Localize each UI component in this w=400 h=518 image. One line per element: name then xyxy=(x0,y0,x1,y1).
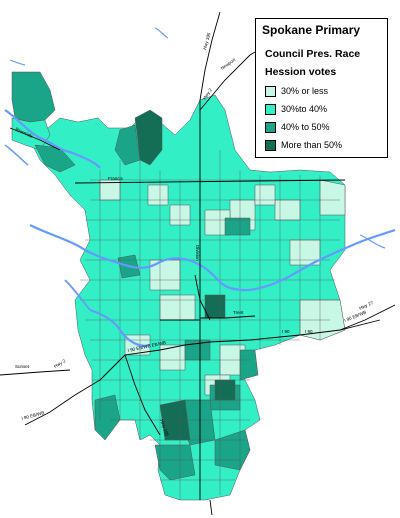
legend-swatch xyxy=(265,104,276,115)
label-i90-a: I 90 xyxy=(282,329,290,334)
label-division: Division xyxy=(195,245,200,261)
label-i90-b: I 90 xyxy=(305,329,313,334)
map-legend: Spokane Primary Council Pres. Race Hessi… xyxy=(255,18,388,158)
light-region-1 xyxy=(147,184,169,206)
label-hwy-east: Hwy 27 xyxy=(358,300,374,311)
label-hwy2: Hwy 2 xyxy=(202,87,214,101)
road-south xyxy=(209,499,213,516)
road-riverside xyxy=(9,127,61,151)
label-trent: Trent xyxy=(233,310,244,315)
legend-swatch xyxy=(265,122,276,133)
legend-subtitle: Council Pres. Race xyxy=(265,48,361,60)
road-i90-west xyxy=(24,354,126,426)
light-region-7 xyxy=(319,179,346,216)
mid-region-9 xyxy=(239,349,259,381)
mid-region-3 xyxy=(184,339,211,361)
n-region-more-50 xyxy=(134,109,163,166)
label-i90-west: I 90 EB/WB xyxy=(21,410,45,421)
label-sunset: Sunset xyxy=(15,364,30,369)
dark-region-2 xyxy=(204,294,226,319)
legend-item-label: More than 50% xyxy=(281,140,343,150)
nw-region-40-50 xyxy=(11,71,56,123)
road-east xyxy=(339,304,396,331)
road-north-extra xyxy=(194,274,211,321)
mid-region-2 xyxy=(224,217,251,236)
precinct-borders xyxy=(80,100,340,500)
label-hwy2-west: Hwy 2 xyxy=(53,358,67,369)
light-region-10 xyxy=(159,294,196,321)
label-francis: Francis xyxy=(108,176,124,181)
light-region-16 xyxy=(254,184,276,206)
legend-subtitle-2: Hession votes xyxy=(265,66,337,78)
road-hwy395 xyxy=(199,11,221,101)
legend-item-label: 30% or less xyxy=(281,86,329,96)
legend-item-label: 30%to 40% xyxy=(281,104,328,114)
mid-region-6 xyxy=(154,444,196,481)
legend-item-label: 40% to 50% xyxy=(281,122,330,132)
road-francis xyxy=(74,179,346,184)
legend-title: Spokane Primary xyxy=(262,23,361,37)
legend-swatch xyxy=(265,140,276,151)
legend-swatch xyxy=(265,86,276,97)
light-region-12 xyxy=(159,344,186,371)
city-area xyxy=(11,71,346,501)
road-trent xyxy=(200,315,256,319)
road-hwy2-west xyxy=(0,369,71,376)
light-region-6 xyxy=(274,199,301,221)
dark-region-3 xyxy=(214,379,236,401)
label-hwy195: Hwy 195 xyxy=(159,419,170,438)
road-i90 xyxy=(124,319,381,356)
road-hwy195 xyxy=(124,354,161,436)
mid-region-8 xyxy=(94,394,121,441)
label-newport: Newport xyxy=(220,57,237,71)
roads xyxy=(0,11,396,516)
label-hwy395: Hwy 395 xyxy=(202,32,211,51)
n-region-40-50-a xyxy=(114,124,141,166)
